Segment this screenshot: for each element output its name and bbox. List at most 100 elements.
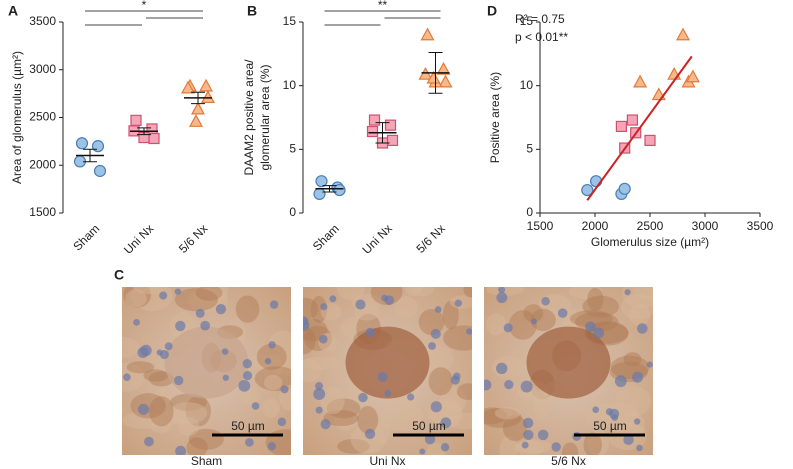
cell — [336, 287, 366, 301]
annotation: p < 0.01** — [515, 30, 568, 44]
cell — [428, 367, 453, 396]
cell — [262, 398, 280, 418]
data-point — [333, 183, 346, 197]
cell — [337, 438, 370, 454]
nucleus — [222, 374, 229, 381]
nucleus — [175, 445, 187, 455]
nucleus — [269, 300, 279, 309]
cell — [508, 310, 537, 340]
data-point — [438, 74, 453, 88]
nucleus — [175, 320, 186, 332]
nucleus — [137, 403, 150, 415]
nucleus — [164, 342, 173, 351]
nucleus — [496, 362, 508, 375]
y-tick-label: 2500 — [29, 110, 56, 124]
cell — [633, 287, 653, 300]
cell — [620, 293, 653, 320]
cell — [530, 308, 556, 332]
data-point — [618, 182, 631, 195]
cell — [303, 356, 340, 370]
data-point — [93, 164, 107, 178]
error-bar — [191, 91, 205, 105]
data-point — [368, 114, 381, 126]
cell — [333, 406, 358, 431]
nucleus — [315, 382, 323, 391]
caption: 5/6 Nx — [551, 454, 586, 468]
x-tick-label: 3000 — [692, 219, 719, 233]
scale-bar-label: 50 µm — [593, 419, 627, 433]
y-axis-label: glomerular area (%) — [258, 64, 272, 170]
cell — [587, 287, 604, 312]
cell — [456, 383, 472, 401]
cell — [463, 287, 472, 298]
y-tick-label: 10 — [520, 78, 534, 92]
nucleus — [140, 344, 152, 357]
x-tick-label: 3500 — [747, 219, 774, 233]
cell — [442, 300, 459, 330]
nucleus — [318, 334, 328, 344]
cell — [485, 287, 525, 296]
nucleus — [384, 389, 392, 397]
tissue — [303, 287, 472, 455]
cell — [122, 337, 140, 358]
y-axis-label: Positive area (%) — [488, 72, 502, 163]
nucleus — [355, 299, 366, 310]
data-point — [644, 134, 656, 147]
nucleus — [593, 327, 605, 339]
cell — [193, 287, 218, 307]
data-point — [675, 27, 691, 41]
nucleus — [466, 328, 472, 335]
cell — [254, 366, 291, 391]
panel-label: D — [487, 3, 497, 19]
nucleus — [358, 392, 368, 403]
nucleus — [242, 358, 252, 369]
data-point — [386, 134, 399, 147]
nucleus — [215, 304, 227, 315]
cell — [583, 432, 602, 455]
x-tick-label: Sham — [310, 221, 342, 253]
nucleus — [585, 321, 596, 333]
nucleus — [315, 406, 323, 414]
nucleus — [245, 437, 254, 447]
cell — [443, 325, 472, 351]
glomerulus — [164, 326, 249, 399]
cell — [484, 407, 522, 428]
cell — [235, 295, 260, 323]
nucleus — [637, 323, 648, 334]
nucleus — [503, 323, 513, 333]
nucleus — [430, 401, 442, 413]
data-point — [685, 69, 700, 83]
cell — [240, 388, 261, 405]
cell — [303, 358, 323, 382]
cell — [418, 309, 445, 336]
cell — [303, 297, 319, 320]
error-bar — [137, 127, 151, 136]
nucleus — [530, 318, 537, 325]
nucleus — [484, 379, 492, 391]
y-tick-label: 1500 — [29, 205, 56, 219]
cell — [561, 442, 579, 455]
micrograph — [303, 287, 472, 455]
cell — [445, 412, 472, 430]
cell — [143, 369, 169, 382]
data-point — [581, 183, 594, 197]
nucleus — [251, 402, 260, 410]
y-tick-label: 10 — [283, 78, 297, 92]
cell — [411, 287, 434, 297]
significance: ** — [378, 0, 388, 12]
nucleus — [537, 429, 549, 441]
cell — [303, 325, 316, 355]
cell — [357, 405, 379, 434]
nucleus — [623, 434, 634, 446]
nucleus — [557, 308, 568, 318]
micrograph — [484, 287, 653, 455]
cell — [523, 304, 544, 323]
scale-bar-label: 50 µm — [231, 419, 265, 433]
tissue — [484, 287, 653, 455]
cell — [485, 313, 507, 336]
cell — [320, 386, 345, 415]
nucleus — [174, 375, 184, 386]
data-point — [615, 120, 628, 133]
nucleus — [144, 436, 154, 447]
